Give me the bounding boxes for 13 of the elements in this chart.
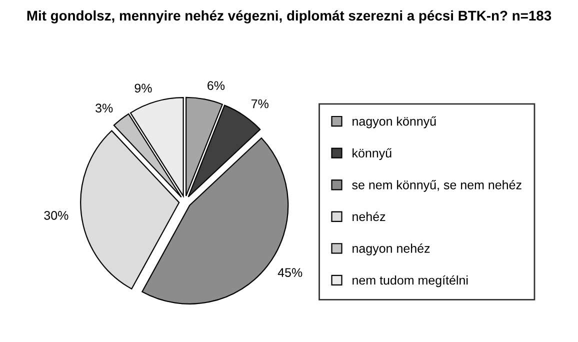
- data-label: 30%: [44, 210, 68, 220]
- legend-label: nehéz: [352, 212, 386, 222]
- data-label: 6%: [208, 81, 225, 90]
- legend-label: se nem könnyű, se nem nehéz: [352, 180, 522, 192]
- data-label: 9%: [134, 84, 152, 93]
- data-label: 7%: [251, 99, 268, 108]
- legend-label: nagyon nehéz: [352, 244, 430, 256]
- legend-label: nagyon könnyű: [352, 116, 436, 128]
- legend-label: nem tudom megítélni: [352, 275, 468, 288]
- legend-label: könnyű: [352, 148, 392, 160]
- data-label: 45%: [278, 268, 302, 277]
- data-label: 3%: [96, 104, 113, 113]
- chart-title: Mit gondolsz, mennyire nehéz végezni, diplomát szerezni a pécsi BTK-n? n=183: [27, 10, 552, 24]
